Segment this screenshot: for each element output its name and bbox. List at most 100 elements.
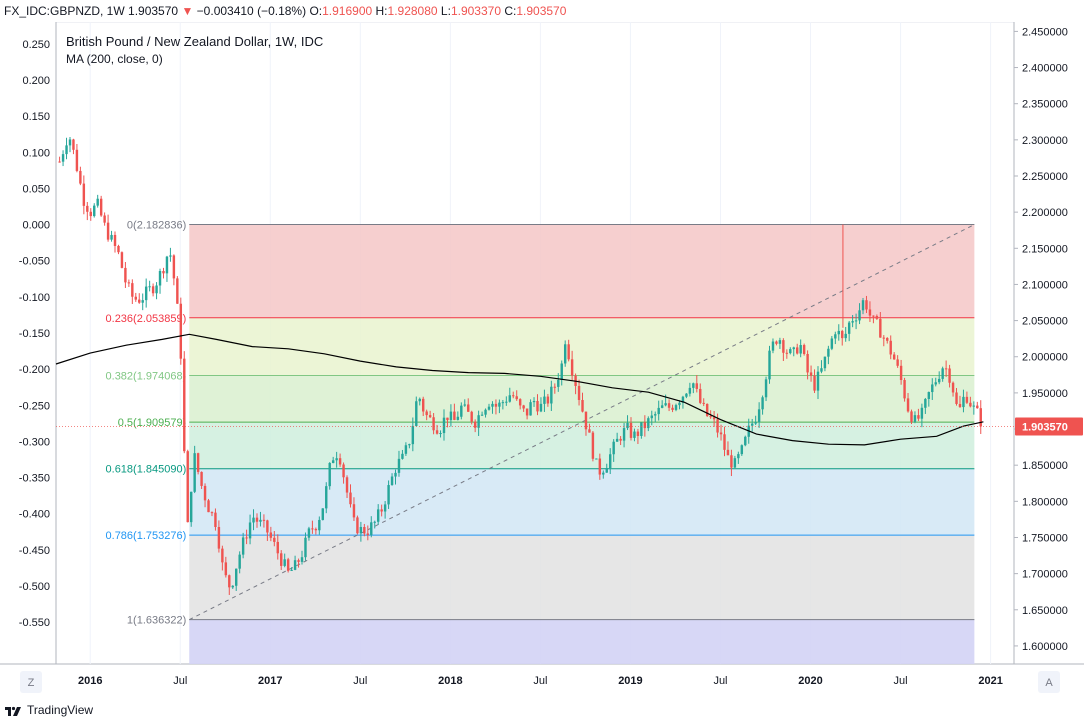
price-tick-label: 2.300000 [1022, 135, 1068, 147]
candle-body [827, 348, 830, 357]
candle-body [238, 554, 241, 569]
zoom-button[interactable] [20, 671, 42, 693]
candle-body [709, 415, 712, 418]
candle-body [796, 347, 799, 354]
candle-body [619, 438, 622, 441]
fib-level-label: 0(2.182836) [127, 220, 186, 232]
price-tick-label: 2.050000 [1022, 316, 1068, 328]
zoom-button-label: Z [28, 677, 35, 689]
candle-body [920, 407, 924, 419]
candle-body [449, 411, 453, 421]
auto-scale-button[interactable] [1038, 671, 1060, 693]
price-tick-label: 2.000000 [1022, 352, 1068, 364]
fib-level-label: 0.236(2.053859) [106, 313, 187, 325]
candle-body [505, 401, 508, 403]
candle-body [144, 286, 148, 301]
candle-body [103, 215, 106, 223]
candle-body [148, 286, 151, 288]
candle-body [425, 411, 428, 416]
candle-body [941, 368, 944, 379]
candle-body [664, 403, 667, 406]
fib-zone-extension [189, 619, 975, 664]
candle-body [498, 402, 501, 407]
open-label: O: [309, 4, 323, 18]
fib-zone [189, 375, 975, 423]
candle-body [82, 183, 86, 206]
candle-body [345, 477, 349, 493]
price-tick-label: 1.750000 [1022, 532, 1068, 544]
candle-body [217, 527, 221, 549]
symbol-title[interactable]: FX_IDC:GBPNZD, 1W [4, 4, 125, 18]
time-tick-label: 2016 [78, 675, 102, 687]
candle-body [106, 222, 110, 240]
candle-body [331, 460, 335, 464]
candle-body [290, 569, 293, 571]
candle-body [657, 407, 660, 415]
tradingview-logo[interactable]: TradingView [4, 703, 93, 717]
fib-zone [189, 422, 975, 469]
candle-body [370, 522, 373, 535]
candle-body [944, 368, 948, 370]
time-tick-label: Jul [173, 675, 187, 687]
candle-body [771, 341, 775, 351]
candle-body [917, 415, 920, 419]
candle-body [484, 409, 487, 415]
candle-body [733, 458, 737, 468]
candle-body [605, 468, 608, 473]
candle-body [868, 309, 872, 316]
candle-body [830, 338, 834, 349]
candle-body [892, 354, 896, 360]
candle-body [615, 438, 619, 442]
candle-body [235, 568, 238, 586]
candle-body [903, 380, 906, 399]
candle-body [442, 417, 446, 434]
footer: TradingView [0, 700, 1084, 721]
candle-body [951, 382, 955, 393]
candle-body [262, 519, 266, 521]
candle-body [557, 379, 560, 387]
candle-body [965, 396, 969, 403]
candle-body [186, 451, 189, 523]
candle-body [629, 422, 633, 438]
candle-body [86, 205, 89, 212]
candle-body [577, 385, 581, 400]
candle-body [124, 267, 127, 283]
candle-body [937, 378, 941, 383]
candle-body [712, 417, 716, 420]
candle-body [151, 286, 155, 294]
candle-body [477, 415, 480, 428]
candle-body [654, 414, 657, 416]
candle-body [702, 402, 705, 404]
candle-body [948, 368, 951, 383]
candle-body [768, 350, 771, 380]
candle-body [470, 411, 473, 422]
price-tick-label: 2.150000 [1022, 243, 1068, 255]
candle-body [737, 454, 740, 459]
candle-body [200, 471, 203, 486]
candle-body [141, 300, 144, 303]
candle-body [681, 396, 685, 403]
candle-body [931, 384, 934, 393]
time-tick-label: Jul [894, 675, 908, 687]
candle-body [491, 403, 494, 407]
fib-zone [189, 317, 975, 376]
last-price-badge-text: 1.903570 [1022, 421, 1068, 433]
open-value: 1.916900 [322, 4, 373, 18]
candle-body [508, 395, 512, 402]
price-tick-label: 2.250000 [1022, 171, 1068, 183]
candle-body [169, 255, 172, 257]
left-tick-label: 0.150 [22, 111, 50, 123]
price-chart[interactable]: 0(2.182836) 0.236(2.053859) 0.382(1.974068… [0, 22, 1084, 700]
candle-body [207, 500, 210, 513]
candle-body [93, 205, 96, 217]
time-tick-label: Jul [713, 675, 727, 687]
candle-body [387, 485, 390, 505]
candle-body [789, 349, 792, 354]
candle-body [525, 408, 529, 416]
candle-body [214, 512, 217, 528]
candle-body [816, 371, 820, 391]
candle-body [813, 375, 816, 391]
candle-body [259, 519, 262, 522]
candle-body [311, 528, 314, 530]
candle-body [927, 392, 931, 399]
